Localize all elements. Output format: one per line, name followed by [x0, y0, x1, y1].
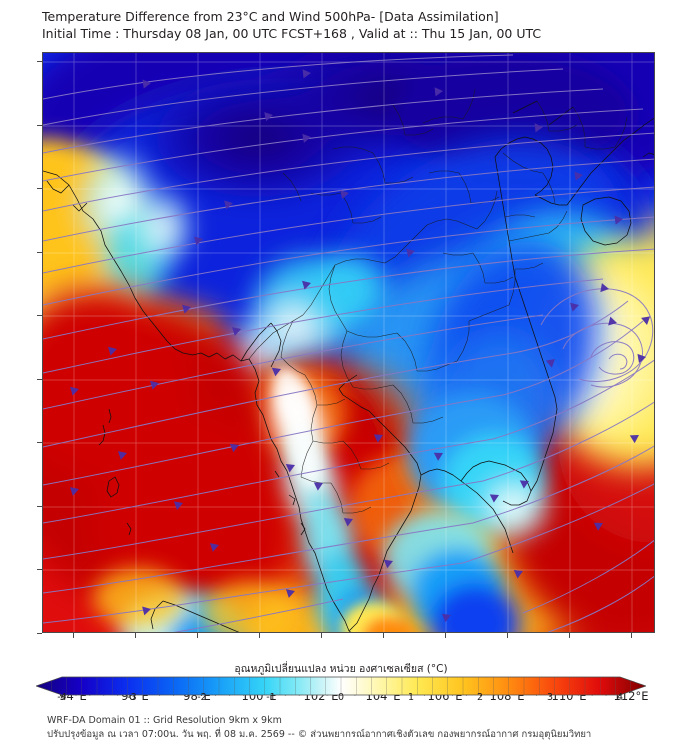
colorbar-gradient	[36, 676, 646, 696]
map-canvas	[42, 52, 655, 633]
colorbar-tick-label: -1	[266, 692, 276, 703]
colorbar-tick-label: -2	[197, 692, 207, 703]
colorbar-tick-label: -4	[57, 692, 67, 703]
colorbar: อุณหภูมิเปลี่ยนแปลง หน่วย องศาเซลเซียส (…	[36, 660, 646, 708]
xtick-mark	[73, 633, 74, 638]
map-gridlines	[43, 53, 654, 632]
colorbar-tick-label: 4	[616, 692, 624, 703]
xtick-mark	[197, 633, 198, 638]
xtick-mark	[569, 633, 570, 638]
chart-title-block: Temperature Difference from 23°C and Win…	[42, 8, 642, 42]
footer-model-info: WRF-DA Domain 01 :: Grid Resolution 9km …	[47, 715, 282, 726]
xtick-mark	[135, 633, 136, 638]
wind-arrow-heads-layer	[69, 69, 651, 623]
temperature-anomaly-field	[43, 53, 654, 632]
ytick-mark	[37, 506, 42, 507]
ytick-mark	[37, 188, 42, 189]
colorbar-tick-label: 2	[476, 692, 484, 703]
page-title: Temperature Difference from 23°C and Win…	[42, 9, 499, 24]
colorbar-tick-label: 1	[407, 692, 415, 703]
ytick-mark	[37, 379, 42, 380]
ytick-mark	[37, 315, 42, 316]
colorbar-tick-label: -3	[127, 692, 137, 703]
wind-streamlines-layer	[43, 54, 654, 632]
xtick-mark	[507, 633, 508, 638]
xtick-mark	[259, 633, 260, 638]
footer-credit: ปรับปรุงข้อมูล ณ เวลา 07:00น. วัน พฤ. ที…	[47, 729, 592, 740]
colorbar-tick-label: 0	[337, 692, 345, 703]
ytick-mark	[37, 442, 42, 443]
ytick-mark	[37, 125, 42, 126]
chart-subtitle: Initial Time : Thursday 08 Jan, 00 UTC F…	[42, 26, 542, 41]
xtick-mark	[321, 633, 322, 638]
xtick-mark	[383, 633, 384, 638]
map-plot-area: 22°N 20°N 18°N 16°N 14°N 12°N 10°N 8°N 6…	[37, 52, 655, 703]
ytick-mark	[37, 633, 42, 634]
ytick-mark	[37, 569, 42, 570]
ytick-mark	[37, 61, 42, 62]
coastlines-layer	[43, 100, 654, 632]
footer-block: WRF-DA Domain 01 :: Grid Resolution 9km …	[47, 714, 647, 742]
xtick-mark	[631, 633, 632, 638]
colorbar-tick-label: 3	[546, 692, 554, 703]
ytick-mark	[37, 252, 42, 253]
colorbar-caption: อุณหภูมิเปลี่ยนแปลง หน่วย องศาเซลเซียส (…	[234, 663, 448, 675]
xtick-mark	[445, 633, 446, 638]
